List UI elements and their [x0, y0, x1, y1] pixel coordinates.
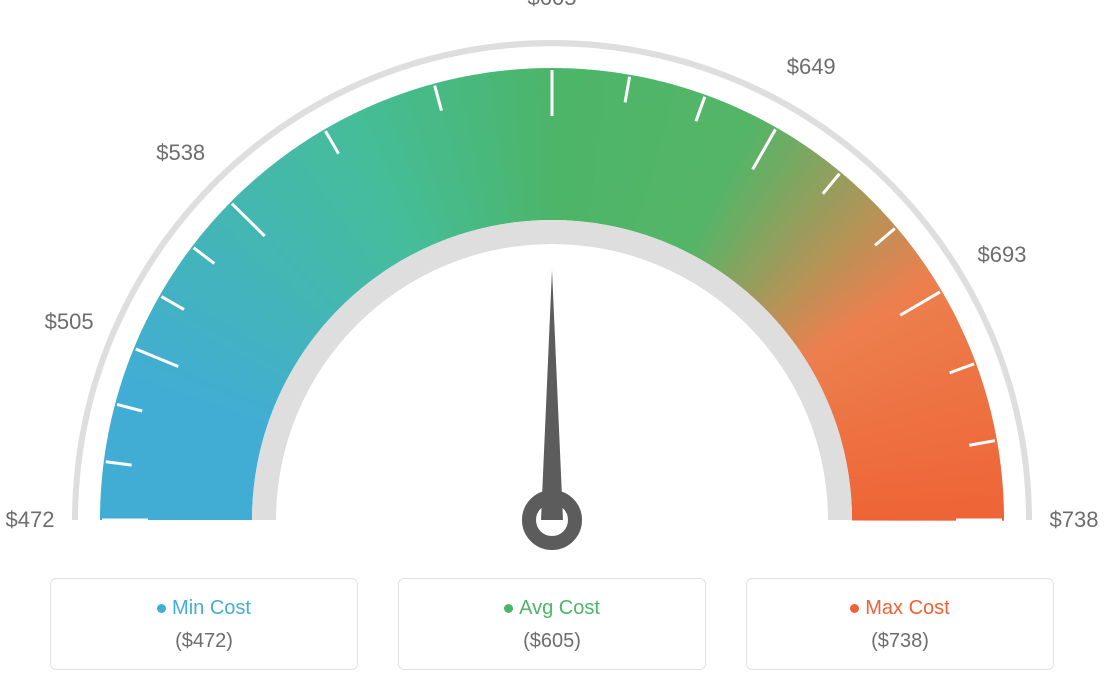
gauge-chart: $472 $505 $538 $605 $649 $693 $738 [0, 0, 1104, 560]
legend-row: Min Cost ($472) Avg Cost ($605) Max Cost… [0, 578, 1104, 670]
legend-title-avg: Avg Cost [409, 597, 695, 620]
legend-value-max: ($738) [757, 630, 1043, 653]
legend-title-max: Max Cost [757, 597, 1043, 620]
legend-label-avg: Avg Cost [519, 597, 600, 619]
legend-label-max: Max Cost [865, 597, 949, 619]
gauge-tick-label: $649 [787, 54, 836, 80]
legend-box-max: Max Cost ($738) [746, 578, 1054, 670]
legend-label-min: Min Cost [172, 597, 251, 619]
legend-box-avg: Avg Cost ($605) [398, 578, 706, 670]
legend-dot-max [850, 604, 859, 613]
legend-box-min: Min Cost ($472) [50, 578, 358, 670]
gauge-tick-label: $538 [156, 140, 205, 166]
legend-dot-min [157, 604, 166, 613]
legend-dot-avg [504, 604, 513, 613]
gauge-tick-label: $738 [1050, 507, 1099, 533]
gauge-tick-label: $472 [6, 507, 55, 533]
gauge-tick-label: $693 [978, 242, 1027, 268]
gauge-tick-label: $505 [45, 309, 94, 335]
legend-title-min: Min Cost [61, 597, 347, 620]
gauge-tick-label: $605 [528, 0, 577, 11]
gauge-svg [0, 0, 1104, 560]
legend-value-min: ($472) [61, 630, 347, 653]
legend-value-avg: ($605) [409, 630, 695, 653]
